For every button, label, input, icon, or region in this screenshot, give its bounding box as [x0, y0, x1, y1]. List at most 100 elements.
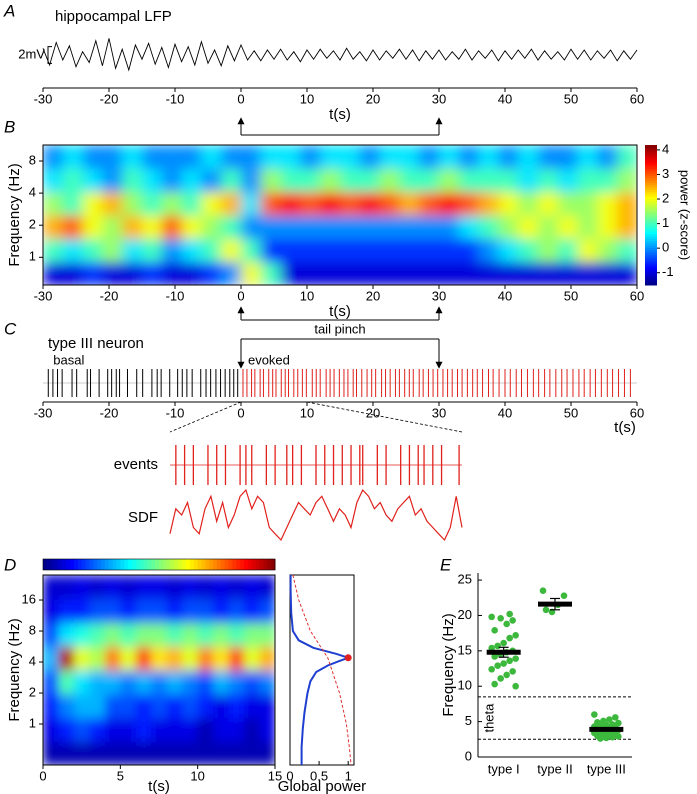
heatmap-cell: [518, 168, 539, 193]
x-tick-label: 50: [564, 91, 578, 106]
heatmap: [43, 145, 637, 285]
heatmap-cell: [43, 646, 60, 671]
heatmap-cell: [213, 575, 230, 600]
heatmap-cell: [181, 145, 202, 169]
colorbar-segment: [147, 559, 152, 570]
heatmap-cell: [458, 261, 480, 285]
colorbar-segment: [645, 257, 657, 260]
colorbar-segment: [166, 559, 172, 570]
colorbar-segment: [645, 238, 657, 242]
heatmap-cell: [104, 717, 121, 742]
colorbar-segment: [645, 245, 657, 249]
x-tick-label: 0.5: [310, 768, 328, 783]
heatmap-cell: [577, 215, 598, 239]
colorbar-segment: [645, 201, 657, 204]
colorbar-segment: [645, 166, 657, 169]
colorbar-segment: [228, 559, 233, 570]
colorbar-segment: [645, 264, 657, 267]
heatmap-cell: [259, 622, 275, 647]
x-tick-label: 10: [300, 405, 314, 420]
heatmap-cell: [104, 646, 121, 671]
heatmap-cell: [518, 238, 539, 263]
heatmap-cell: [259, 598, 275, 624]
heatmap-cell: [182, 598, 199, 624]
colorbar-segment: [159, 559, 164, 570]
heatmap-cell: [73, 598, 90, 624]
heatmap-cell: [244, 622, 261, 647]
heatmap-cell: [557, 191, 579, 216]
x-tick-label: 15: [268, 768, 282, 783]
scale-bar-label: 2mV: [18, 46, 45, 61]
colorbar-segment: [251, 559, 257, 570]
heatmap-cell: [300, 238, 321, 263]
data-point: [597, 735, 604, 742]
x-tick-label: 40: [498, 91, 512, 106]
colorbar-segment: [645, 266, 657, 270]
colorbar-segment: [645, 261, 657, 265]
heatmap-cell: [166, 717, 183, 742]
sdf-trace: [169, 488, 463, 542]
heatmap-cell: [228, 717, 245, 742]
heatmap-cell: [89, 646, 106, 671]
heatmap-cell: [62, 191, 84, 216]
heatmap-cell: [43, 575, 60, 600]
colorbar-segment: [645, 282, 657, 286]
colorbar-segment: [73, 559, 79, 570]
y-tick-label: 25: [458, 572, 472, 587]
heatmap-cell: [280, 215, 301, 239]
heatmap-cell: [201, 168, 222, 193]
colorbar-tick-label: 3: [662, 166, 669, 181]
heatmap-cell: [557, 238, 579, 263]
colorbar-segment: [645, 217, 657, 221]
colorbar-segment: [645, 243, 657, 246]
scale-bar: [47, 46, 52, 64]
colorbar-segment: [645, 226, 657, 230]
heatmap-cell: [359, 215, 381, 239]
heatmap-cell: [241, 145, 262, 169]
colorbar-segment: [201, 559, 206, 570]
heatmap-cell: [197, 741, 214, 765]
heatmap-cell: [120, 622, 137, 647]
x-tick-label: 0: [237, 288, 244, 303]
heatmap-cell: [577, 145, 598, 169]
colorbar-segment: [54, 559, 59, 570]
heatmap-cell: [104, 598, 121, 624]
colorbar-segment: [645, 163, 657, 167]
heatmap-cell: [58, 575, 75, 600]
global-power-peak: [344, 654, 352, 662]
data-point: [603, 734, 610, 742]
heatmap-cell: [102, 168, 123, 193]
chart-title: hippocampal LFP: [55, 8, 172, 25]
heatmap-cell: [518, 215, 539, 239]
data-point: [506, 610, 513, 618]
x-tick-label: 0: [237, 405, 244, 420]
heatmap-cell: [538, 261, 559, 285]
heatmap-cell: [182, 693, 199, 719]
heatmap-cell: [478, 145, 499, 169]
heatmap-cell: [359, 168, 381, 193]
y-axis-label: Frequency (Hz): [440, 613, 457, 716]
x-tick-label: 60: [630, 288, 644, 303]
heatmap-cell: [597, 215, 618, 239]
x-tick-label: 0: [39, 768, 46, 783]
heatmap-cell: [197, 693, 214, 719]
x-tick-label: 30: [432, 91, 446, 106]
heatmap-cell: [241, 215, 262, 239]
heatmap-cell: [213, 717, 230, 742]
colorbar-segment: [101, 559, 106, 570]
heatmap-cell: [260, 238, 282, 263]
heatmap-cell: [73, 622, 90, 647]
x-axis-label: Global power: [278, 778, 366, 794]
band-label: theta: [481, 703, 496, 733]
heatmap-cell: [182, 670, 199, 695]
heatmap-cell: [280, 145, 301, 169]
colorbar-segment: [645, 247, 657, 251]
colorbar-segment: [645, 145, 657, 148]
colorbar-segment: [220, 559, 226, 570]
heatmap-cell: [135, 646, 152, 671]
heatmap-cell: [244, 646, 261, 671]
colorbar-segment: [247, 559, 253, 570]
heatmap-cell: [82, 238, 103, 263]
heatmap-cell: [617, 168, 637, 193]
heatmap-cell: [120, 646, 137, 671]
